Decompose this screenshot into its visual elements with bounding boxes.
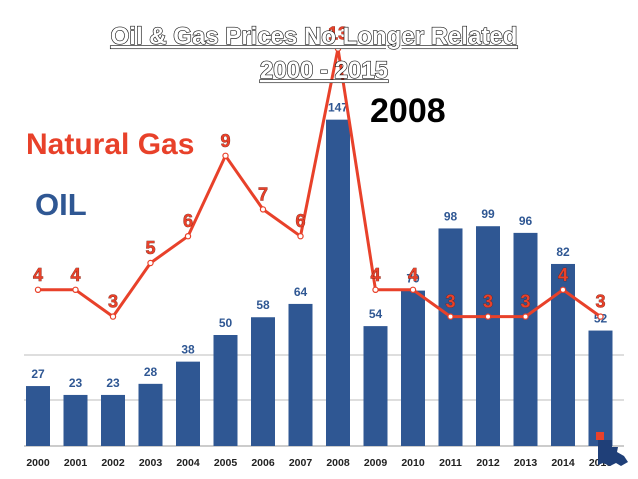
gas-point bbox=[222, 152, 229, 159]
oil-bar-label: 99 bbox=[481, 207, 495, 221]
oil-bar-label: 70 bbox=[406, 272, 420, 286]
oil-bar-label: 23 bbox=[69, 376, 83, 390]
x-tick-label: 2005 bbox=[214, 457, 238, 469]
gas-label: 3 bbox=[445, 292, 455, 312]
gas-point bbox=[522, 313, 529, 320]
oil-bar-label: 147 bbox=[328, 101, 348, 115]
x-tick-label: 2010 bbox=[401, 457, 425, 469]
oil-bar-label: 58 bbox=[256, 298, 270, 312]
gas-label: 4 bbox=[33, 265, 43, 285]
oil-bar bbox=[438, 228, 463, 446]
gas-point bbox=[484, 313, 492, 320]
oil-bar-label: 64 bbox=[294, 285, 308, 299]
oil-bar bbox=[288, 303, 313, 446]
x-tick-label: 2006 bbox=[251, 457, 275, 469]
oil-bar bbox=[401, 290, 425, 446]
gas-point bbox=[597, 313, 604, 320]
gas-label: 13 bbox=[328, 24, 348, 44]
oil-bar-label: 54 bbox=[369, 307, 383, 321]
gas-point bbox=[72, 286, 79, 293]
louisiana-logo bbox=[596, 432, 628, 466]
oil-bar-label: 98 bbox=[444, 209, 458, 223]
gas-label: 5 bbox=[145, 238, 155, 258]
gas-point bbox=[297, 232, 304, 240]
gas-point bbox=[447, 313, 454, 320]
gas-label: 4 bbox=[370, 265, 380, 285]
gas-label: 4 bbox=[558, 265, 568, 285]
x-tick-labels: 2000 2001 2002 2003 2004 2005 2006 2007 2008 2009… bbox=[26, 457, 612, 469]
x-tick-label: 2004 bbox=[176, 457, 200, 469]
x-tick-label: 2001 bbox=[64, 457, 88, 469]
oil-bar bbox=[101, 394, 125, 446]
oil-bar-label: 96 bbox=[519, 214, 533, 228]
gas-point bbox=[334, 45, 342, 52]
x-tick-label: 2003 bbox=[139, 457, 163, 469]
oil-bar-labels: 272323283850586414754709899968252 bbox=[31, 101, 607, 390]
gas-line bbox=[34, 45, 604, 320]
gas-point bbox=[372, 286, 379, 293]
oil-bar bbox=[251, 317, 275, 446]
oil-bar bbox=[63, 394, 88, 446]
gas-point bbox=[109, 313, 117, 320]
gas-labels: 4 4 3 5 6 9 7 6 13 4 4 3 3 3 4 3 bbox=[33, 23, 606, 312]
annotation-2008: 2008 bbox=[370, 92, 446, 130]
oil-bar bbox=[176, 361, 200, 446]
oil-bar-label: 28 bbox=[144, 365, 158, 379]
gas-label: 6 bbox=[183, 211, 193, 231]
x-tick-label: 2007 bbox=[289, 457, 313, 469]
x-tick-label: 2011 bbox=[439, 457, 462, 469]
gas-point bbox=[147, 259, 154, 267]
oil-bar-label: 50 bbox=[219, 316, 233, 330]
oil-bar bbox=[26, 386, 50, 446]
oil-bar bbox=[213, 335, 238, 446]
gas-label: 7 bbox=[258, 184, 268, 204]
x-tick-label: 2012 bbox=[476, 457, 500, 469]
x-tick-label: 2013 bbox=[514, 457, 538, 469]
gas-label: 3 bbox=[595, 292, 605, 312]
gas-label: 4 bbox=[408, 265, 418, 285]
gas-point bbox=[559, 286, 567, 293]
gas-point bbox=[259, 206, 267, 213]
chart-title-line1: Oil & Gas Prices No Longer Related bbox=[111, 23, 518, 50]
chart-title-line2: 2000 - 2015 bbox=[260, 57, 388, 84]
oil-bar-label: 38 bbox=[181, 343, 195, 357]
oil-bar bbox=[476, 226, 500, 446]
gas-point bbox=[409, 286, 417, 293]
oil-bar bbox=[138, 383, 163, 446]
oil-bar-label: 23 bbox=[106, 376, 120, 390]
gas-point bbox=[34, 286, 42, 293]
x-tick-label: 2014 bbox=[551, 457, 575, 469]
oil-bar bbox=[326, 119, 350, 446]
oil-bar bbox=[588, 330, 613, 446]
legend-natural-gas: Natural Gas bbox=[26, 128, 194, 161]
x-tick-label: 2002 bbox=[101, 457, 125, 469]
gas-label: 6 bbox=[295, 211, 305, 231]
gas-label: 9 bbox=[220, 131, 230, 151]
oil-bar-label: 82 bbox=[556, 245, 570, 259]
oil-bars bbox=[26, 119, 613, 446]
x-tick-label: 2008 bbox=[326, 457, 350, 469]
gas-label: 3 bbox=[483, 292, 493, 312]
oil-bar bbox=[513, 232, 538, 446]
oil-bar-label: 27 bbox=[31, 367, 45, 381]
legend-oil: OIL bbox=[35, 187, 87, 222]
gas-label: 4 bbox=[70, 265, 80, 285]
oil-bar bbox=[363, 326, 388, 446]
gas-label: 3 bbox=[108, 292, 118, 312]
gas-label: 3 bbox=[520, 292, 530, 312]
gas-series-line bbox=[38, 47, 602, 319]
gas-point bbox=[184, 232, 192, 240]
x-tick-label: 2000 bbox=[26, 457, 50, 469]
x-tick-label: 2009 bbox=[364, 457, 388, 469]
